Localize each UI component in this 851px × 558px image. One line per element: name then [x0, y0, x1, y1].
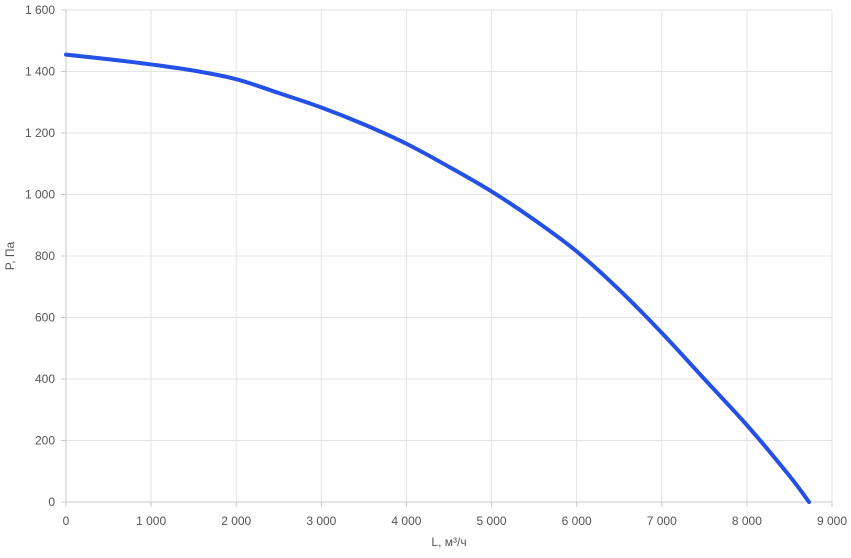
y-axis-title: P, Па: [3, 241, 17, 270]
y-tick-label: 1 600: [25, 3, 55, 17]
grid: [65, 9, 833, 502]
x-tick-label: 5 000: [477, 514, 507, 528]
x-tick-label: 4 000: [391, 514, 421, 528]
y-tick-label: 800: [35, 249, 55, 263]
x-tick-label: 8 000: [732, 514, 762, 528]
y-tick-label: 200: [35, 434, 55, 448]
series-layer: [64, 52, 812, 504]
x-tick-label: 2 000: [221, 514, 251, 528]
y-tick-label: 600: [35, 311, 55, 325]
x-tick-label: 7 000: [647, 514, 677, 528]
y-tick-label: 1 000: [25, 188, 55, 202]
pressure-curve-line: [64, 52, 812, 504]
x-tick-label: 6 000: [562, 514, 592, 528]
y-tick-label: 0: [48, 495, 55, 509]
x-tick-label: 9 000: [817, 514, 847, 528]
x-tick-label: 0: [63, 514, 70, 528]
x-tick-label: 3 000: [306, 514, 336, 528]
x-axis-title: L, м³/ч: [431, 535, 466, 549]
y-tick-label: 400: [35, 372, 55, 386]
axes: [61, 9, 833, 507]
tick-labels: 0 1 000 2 000 3 000 4 000 5 000 6 000 7 000 8 00…: [25, 3, 847, 528]
y-tick-label: 1 200: [25, 126, 55, 140]
y-tick-label: 1 400: [25, 65, 55, 79]
x-tick-label: 1 000: [136, 514, 166, 528]
